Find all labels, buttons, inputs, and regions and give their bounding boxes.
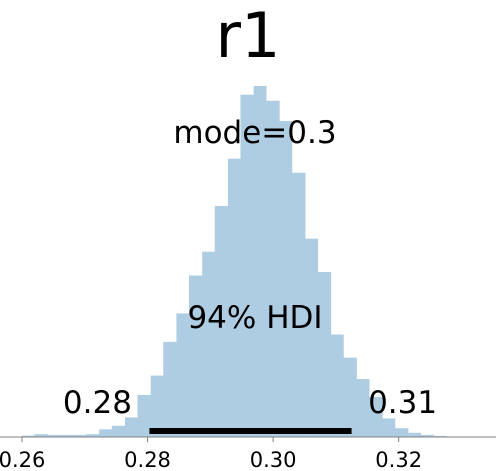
histogram-bar	[163, 341, 177, 437]
mode-label: mode=0.3	[173, 115, 336, 151]
histogram-bar	[202, 251, 216, 437]
chart-title: r1	[216, 0, 281, 72]
hdi-label: 94% HDI	[187, 300, 322, 336]
histogram-bar	[317, 272, 332, 437]
histogram-bar	[60, 434, 74, 437]
histogram-bar	[408, 432, 421, 437]
histogram-bar	[176, 313, 190, 437]
x-tick-label: 0.32	[375, 448, 422, 471]
x-tick-label: 0.28	[124, 448, 171, 471]
histogram-bar	[266, 100, 280, 438]
histogram-bar	[420, 434, 435, 437]
histogram-bar	[21, 435, 35, 437]
histogram-bar	[47, 434, 61, 437]
histogram-bar	[433, 435, 447, 437]
histogram-bar	[86, 434, 100, 437]
histogram-bar	[394, 428, 409, 437]
histogram-bar	[240, 94, 254, 437]
histogram-bar	[369, 396, 383, 437]
histogram-bars	[21, 86, 447, 438]
histogram-bar	[188, 275, 203, 437]
histogram-bar	[330, 334, 344, 437]
histogram-bar	[150, 375, 164, 437]
x-tick-label: 0.30	[250, 448, 297, 471]
histogram-bar	[99, 429, 113, 437]
hdi-low-label: 0.28	[63, 385, 132, 421]
histogram-bar	[356, 379, 370, 437]
histogram-bar	[34, 434, 49, 437]
histogram-bar	[305, 238, 318, 437]
histogram-bar	[124, 417, 138, 437]
hdi-high-label: 0.31	[368, 385, 437, 421]
x-axis-ticks: 0.26 0.28 0.30 0.32	[0, 437, 422, 471]
histogram-bar	[227, 158, 241, 437]
histogram-bar	[137, 394, 151, 437]
histogram-bar	[214, 206, 229, 437]
histogram-bar	[111, 425, 126, 437]
histogram-bar	[343, 357, 357, 437]
histogram-bar	[382, 418, 396, 437]
x-tick-label: 0.26	[0, 448, 45, 471]
histogram-bar	[253, 86, 267, 437]
histogram-bar	[279, 121, 293, 437]
histogram-bar	[73, 434, 87, 437]
histogram-bar	[291, 172, 306, 437]
